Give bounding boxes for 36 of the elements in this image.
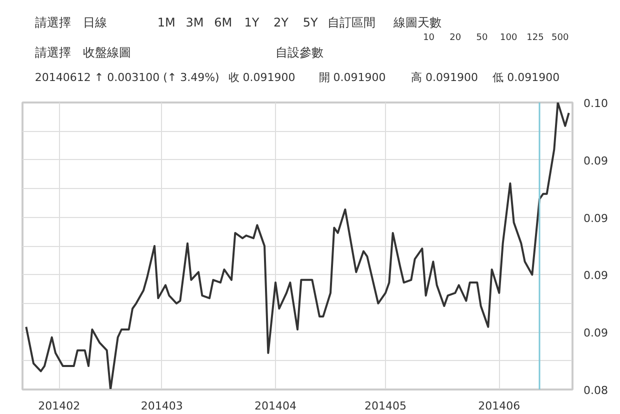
text: 線圖天數	[392, 16, 442, 30]
text: 100	[500, 33, 518, 43]
text: 5Y	[302, 16, 318, 30]
y-tick-label: 0.09	[584, 269, 608, 282]
x-tick-label: 201402	[38, 400, 80, 412]
text: 開 0.091900	[318, 71, 386, 84]
text: 收 0.091900	[228, 71, 296, 84]
x-tick-label: 201406	[478, 400, 520, 412]
text: 低 0.091900	[492, 71, 560, 84]
text: 10	[423, 33, 435, 43]
line-series	[25, 102, 570, 390]
text: 請選擇	[34, 46, 71, 60]
text: 2Y	[274, 16, 290, 30]
y-tick-label: 0.09	[584, 326, 608, 340]
text: 自設參數	[275, 46, 324, 60]
text: 高 0.091900	[411, 71, 478, 84]
y-tick-label: 0.10	[584, 97, 608, 110]
text: 1M	[157, 16, 176, 30]
x-tick-label: 201403	[140, 400, 183, 412]
text: 1Y	[244, 16, 260, 30]
y-tick-label: 0.09	[584, 212, 608, 225]
text: 20	[450, 33, 462, 43]
text: 500	[551, 33, 569, 43]
text: 自訂區間	[328, 16, 376, 30]
text: 6M	[214, 16, 232, 30]
text: 日線	[82, 16, 107, 30]
text: 20140612 ↑ 0.003100 (↑ 3.49%)	[34, 71, 220, 84]
text: 3M	[186, 16, 204, 30]
y-tick-label: 0.09	[584, 154, 608, 168]
x-tick-label: 201404	[254, 400, 297, 412]
text: 125	[526, 33, 544, 43]
y-tick-label: 0.08	[584, 384, 608, 397]
text: 收盤線圖	[82, 46, 131, 60]
x-tick-label: 201405	[364, 400, 407, 412]
text: 50	[476, 33, 488, 43]
text: 請選擇	[34, 16, 71, 30]
